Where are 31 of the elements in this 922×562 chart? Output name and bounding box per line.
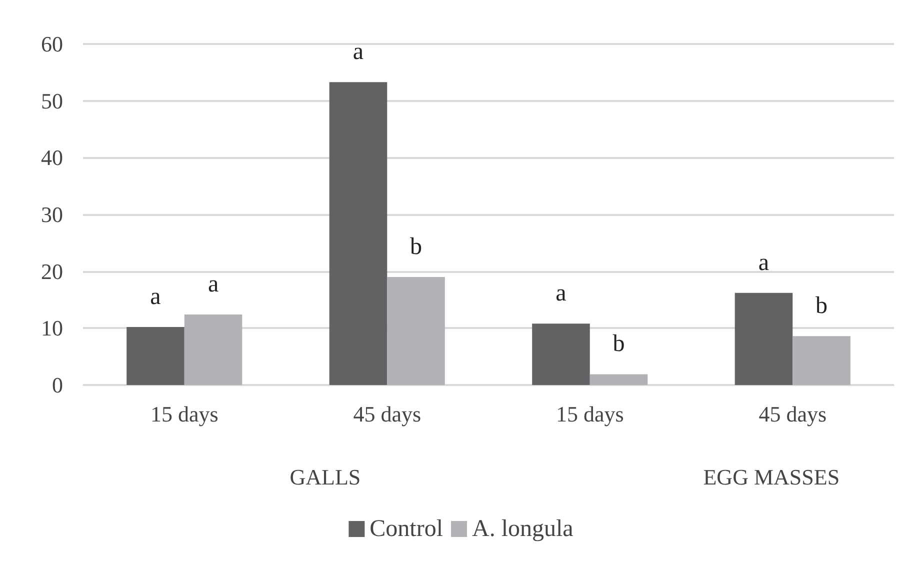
data-label: b [410, 234, 422, 260]
bar [734, 292, 793, 385]
legend-label: Control [370, 516, 444, 542]
bar [126, 327, 184, 385]
y-tick-label: 40 [41, 145, 63, 170]
data-label: b [816, 293, 828, 320]
data-label: a [556, 280, 567, 307]
data-label: a [758, 250, 770, 276]
bar [387, 277, 445, 385]
bar [329, 82, 388, 385]
text: EGG MASSES [703, 464, 840, 490]
x-tick-label: 15 days [556, 402, 624, 426]
bar [590, 374, 648, 385]
x-tick-label: 45 days [758, 402, 827, 426]
y-tick-label: 20 [41, 258, 63, 284]
text: GALLS [290, 464, 361, 490]
legend-label: A. longula [472, 516, 574, 542]
y-tick-label: 0 [52, 372, 63, 398]
x-tick-label: 15 days [150, 402, 218, 426]
y-tick-label: 50 [41, 88, 63, 114]
bar [184, 314, 242, 385]
y-tick-label: 30 [41, 202, 63, 227]
data-label: b [612, 331, 625, 358]
bar [792, 336, 850, 385]
data-label: a [352, 39, 364, 66]
y-tick-label: 10 [41, 316, 63, 341]
y-tick-label: 60 [41, 32, 63, 56]
x-tick-label: 45 days [353, 402, 422, 426]
data-label: a [150, 284, 162, 310]
bar [532, 324, 590, 385]
data-label: a [208, 272, 219, 298]
